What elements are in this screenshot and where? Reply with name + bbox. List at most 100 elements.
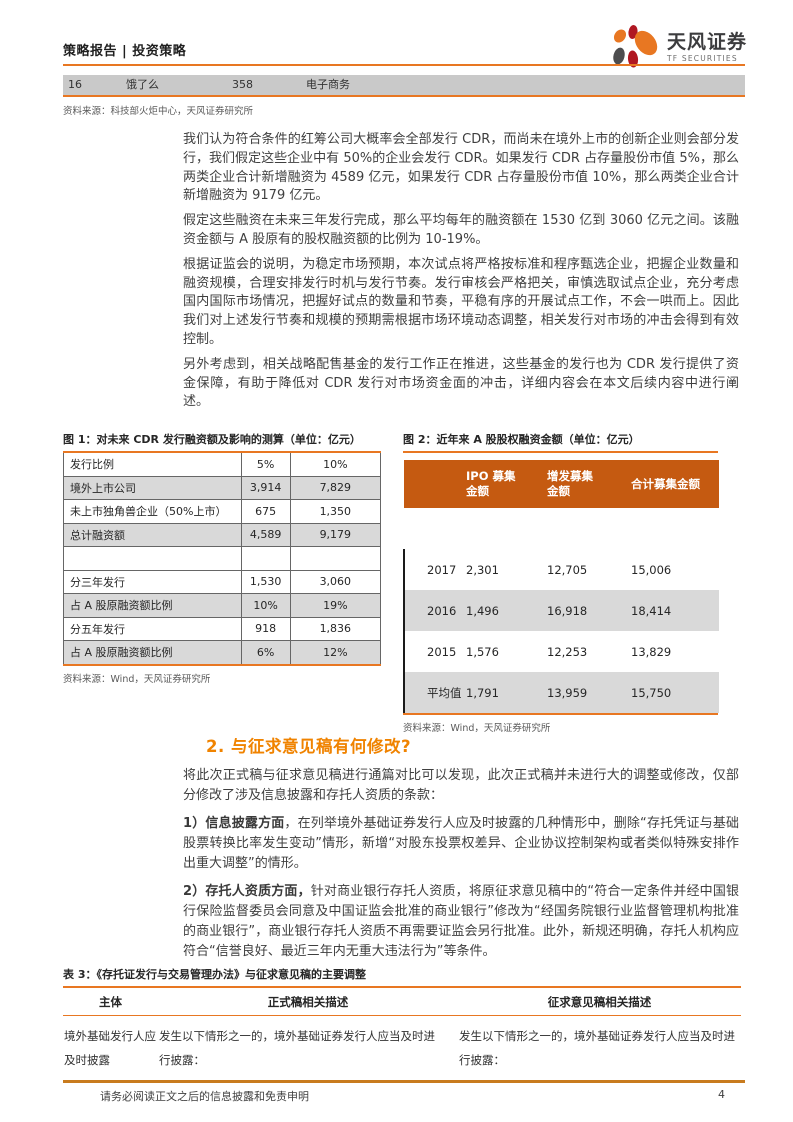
- table-3-caption: 表 3：《存托证发行与交易管理办法》与征求意见稿的主要调整: [63, 968, 741, 988]
- table-cell: 1,496: [466, 603, 499, 618]
- paragraph-lead: 1）信息披露方面: [183, 816, 285, 831]
- table-cell: 发生以下情形之一的，境外基础证券发行人应当及时进行披露：: [159, 1029, 435, 1067]
- table-header-cell: 正式稿相关描述: [158, 988, 458, 1016]
- table-cell: 1,576: [466, 644, 499, 659]
- section-text-block: 将此次正式稿与征求意见稿进行通篇对比可以发现，此次正式稿并未进行大的调整或修改，…: [183, 766, 739, 970]
- brand-name: 天风证券: [666, 31, 747, 53]
- table-cell: 未上市独角兽企业（50%上市）: [63, 499, 242, 524]
- table-cell: 1,350: [289, 499, 382, 524]
- table-row-remnant: 16 饿了么 358 电子商务: [63, 75, 745, 97]
- table-cell: 饿了么: [126, 78, 159, 91]
- brand-subtitle: TF SECURITIES: [666, 54, 738, 63]
- table-cell: 2016: [403, 590, 466, 631]
- footer-disclaimer: 请务必阅读正文之后的信息披露和免责申明: [100, 1090, 309, 1103]
- figure-2-caption: 图 2：近年来 A 股股权融资金额（单位：亿元）: [403, 433, 718, 453]
- table-cell: 2015: [403, 631, 466, 672]
- table-row: 分三年发行 1,530 3,060: [63, 569, 382, 594]
- table-3: 表 3：《存托证发行与交易管理办法》与征求意见稿的主要调整 主体 正式稿相关描述…: [63, 968, 741, 1073]
- table-cell: 电子商务: [306, 78, 350, 91]
- table-cell: 675: [240, 499, 291, 524]
- table-cell: 918: [240, 616, 291, 641]
- source-note: 资料来源：Wind，天风证券研究所: [403, 723, 551, 734]
- table-cell: 5%: [240, 453, 291, 477]
- table-cell: 分五年发行: [63, 616, 242, 641]
- table-header-cell: 增发募集金额: [547, 460, 631, 508]
- table-cell: 358: [232, 78, 253, 91]
- table-row: 总计融资额 4,589 9,179: [63, 522, 382, 547]
- table-cell: 16,918: [547, 603, 588, 618]
- table-cell: 13,829: [631, 644, 672, 659]
- paragraph: 将此次正式稿与征求意见稿进行通篇对比可以发现，此次正式稿并未进行大的调整或修改，…: [183, 768, 739, 803]
- paragraph: 我们认为符合条件的红筹公司大概率会全部发行 CDR，而尚未在境外上市的创新企业则…: [183, 132, 739, 204]
- source-note: 资料来源：科技部火炬中心，天风证券研究所: [63, 106, 254, 117]
- table-header-cell: 主体: [63, 988, 158, 1016]
- table-cell: 境外基础发行人应及时披露: [64, 1029, 156, 1067]
- body-text-block: 我们认为符合条件的红筹公司大概率会全部发行 CDR，而尚未在境外上市的创新企业则…: [183, 131, 739, 418]
- table-3-table: 主体 正式稿相关描述 征求意见稿相关描述 境外基础发行人应及时披露 发生以下情形…: [63, 988, 741, 1073]
- table-header-cell: [404, 460, 466, 508]
- table-cell: 1,836: [289, 616, 382, 641]
- table-cell: 12,253: [547, 644, 588, 659]
- header-divider: [63, 64, 745, 66]
- table-cell: 12,705: [547, 562, 588, 577]
- table-cell: 平均值: [403, 672, 466, 713]
- table-cell: 占 A 股原融资额比例: [63, 593, 242, 618]
- table-cell: 分三年发行: [63, 569, 242, 594]
- table-header-row: IPO 募集金额 增发募集金额 合计募集金额: [404, 460, 719, 508]
- table-header-cell: 合计募集金额: [631, 460, 719, 508]
- table-row: 发行比例 5% 10%: [63, 453, 382, 477]
- table-cell: [240, 546, 291, 571]
- figure-1: 图 1：对未来 CDR 发行融资额及影响的测算（单位：亿元） 发行比例 5% 1…: [63, 433, 382, 685]
- table-cell: 3,060: [289, 569, 382, 594]
- table-row: 2017 2,301 12,705 15,006: [403, 549, 719, 590]
- table-cell: 15,750: [631, 685, 672, 700]
- report-category-title: 策略报告 | 投资策略: [63, 44, 187, 59]
- table-cell: 9,179: [289, 522, 382, 547]
- table-row: 未上市独角兽企业（50%上市） 675 1,350: [63, 499, 382, 524]
- table-cell: 7,829: [289, 475, 382, 500]
- paragraph: 2）存托人资质方面，针对商业银行存托人资质，将原征求意见稿中的“符合一定条件并经…: [183, 882, 739, 962]
- paragraph: 1）信息披露方面，在列举境外基础证券发行人应及时披露的几种情形中，删除“存托凭证…: [183, 814, 739, 874]
- source-note: 资料来源：Wind，天风证券研究所: [63, 673, 211, 685]
- table-cell: [289, 546, 382, 571]
- table-cell: 2017: [403, 549, 466, 590]
- table-cell: 发行比例: [63, 453, 242, 477]
- section-heading: 2. 与征求意见稿有何修改?: [206, 737, 412, 756]
- paragraph-text: 针对商业银行存托人资质，将原征求意见稿中的“符合一定条件并经中国银行保险监督委员…: [183, 884, 739, 959]
- table-cell: 境外上市公司: [63, 475, 242, 500]
- table-cell: 6%: [240, 640, 291, 664]
- tf-flower-logo-icon: [610, 24, 660, 70]
- table-cell: 4,589: [240, 522, 291, 547]
- paragraph: 另外考虑到，相关战略配售基金的发行工作正在推进，这些基金的发行也为 CDR 发行…: [183, 356, 739, 410]
- table-header-cell: 征求意见稿相关描述: [458, 988, 741, 1016]
- table-cell: 1,530: [240, 569, 291, 594]
- paragraph-lead: 2）存托人资质方面，: [183, 884, 311, 899]
- table-cell: 占 A 股原融资额比例: [63, 640, 242, 664]
- table-row: 境外基础发行人应及时披露 发生以下情形之一的，境外基础证券发行人应当及时进行披露…: [63, 1016, 741, 1074]
- figure-bottom-divider: [63, 663, 381, 666]
- page-number: 4: [718, 1088, 725, 1101]
- table-cell: 18,414: [631, 603, 672, 618]
- table-row: 2015 1,576 12,253 13,829: [403, 631, 719, 672]
- figure-1-table: 发行比例 5% 10% 境外上市公司 3,914 7,829 未上市独角兽企业（…: [63, 453, 382, 664]
- paragraph: 假定这些融资在未来三年发行完成，那么平均每年的融资额在 1530 亿到 3060…: [183, 213, 739, 247]
- figure-1-caption: 图 1：对未来 CDR 发行融资额及影响的测算（单位：亿元）: [63, 433, 381, 453]
- figure-bottom-divider: [403, 713, 718, 715]
- table-row: 境外上市公司 3,914 7,829: [63, 475, 382, 500]
- table-spacer-row: [404, 508, 719, 549]
- table-cell: 15,006: [631, 562, 672, 577]
- figure-2: 图 2：近年来 A 股股权融资金额（单位：亿元） IPO 募集金额 增发募集金额…: [403, 433, 719, 734]
- table-cell: 13,959: [547, 685, 588, 700]
- table-cell: 19%: [289, 593, 382, 618]
- table-cell: 10%: [289, 453, 382, 477]
- table-header-row: 主体 正式稿相关描述 征求意见稿相关描述: [63, 988, 741, 1016]
- table-row: 2016 1,496 16,918 18,414: [403, 590, 719, 631]
- tf-securities-logo: 天风证券 TF SECURITIES: [610, 24, 747, 70]
- table-header-cell: IPO 募集金额: [466, 460, 547, 508]
- table-row: 分五年发行 918 1,836: [63, 616, 382, 641]
- paragraph-text: ，在列举境外基础证券发行人应及时披露的几种情形中，删除“存托凭证与基础股票转换比…: [183, 816, 739, 871]
- table-cell: 发生以下情形之一的，境外基础证券发行人应当及时进行披露：: [459, 1029, 735, 1067]
- table-cell: 16: [68, 78, 82, 91]
- footer-divider: [63, 1080, 745, 1083]
- table-cell: [63, 546, 242, 571]
